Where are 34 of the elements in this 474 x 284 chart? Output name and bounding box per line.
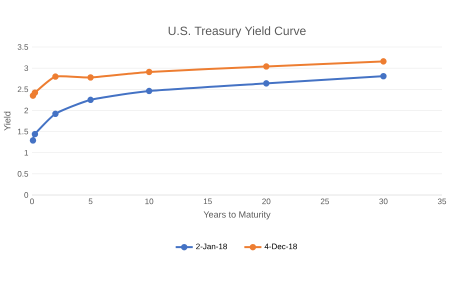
point	[146, 68, 152, 76]
y-tick-label: 0.5	[18, 171, 28, 177]
x-tick-label: 10	[145, 198, 154, 204]
y-axis-title: Yield	[4, 112, 10, 131]
x-tick-label: 30	[379, 198, 388, 204]
point	[32, 89, 38, 96]
x-tick-label: 15	[204, 198, 212, 204]
y-tick-label: 1.5	[18, 128, 28, 134]
point	[263, 80, 270, 87]
point	[380, 58, 387, 65]
point	[52, 110, 59, 118]
x-tick-label: 25	[320, 198, 329, 204]
point	[52, 73, 59, 80]
y-tick-label: 1	[24, 150, 28, 156]
y-tick-label: 2.5	[18, 86, 28, 92]
x-axis-title: Years to Maturity	[204, 211, 271, 220]
x-tick-label: 5	[88, 198, 92, 204]
y-tick-label: 3	[24, 65, 28, 71]
x-tick-label: 0	[30, 198, 34, 204]
legend-label: 4-Dec-18	[264, 244, 297, 250]
point	[146, 88, 152, 94]
x-tick-label: 35	[438, 198, 446, 204]
point	[87, 96, 94, 104]
y-tick-label: 2	[24, 108, 28, 114]
point	[32, 130, 38, 138]
point	[87, 74, 94, 81]
legend-label: 2-Jan-18	[196, 244, 227, 250]
y-tick-label: 3.5	[18, 44, 28, 50]
point	[30, 137, 36, 144]
chart-title: U.S. Treasury Yield Curve	[168, 26, 306, 38]
y-tick-label: 0	[24, 192, 28, 198]
point	[263, 63, 270, 70]
x-tick-label: 20	[262, 198, 270, 204]
point	[380, 72, 387, 80]
